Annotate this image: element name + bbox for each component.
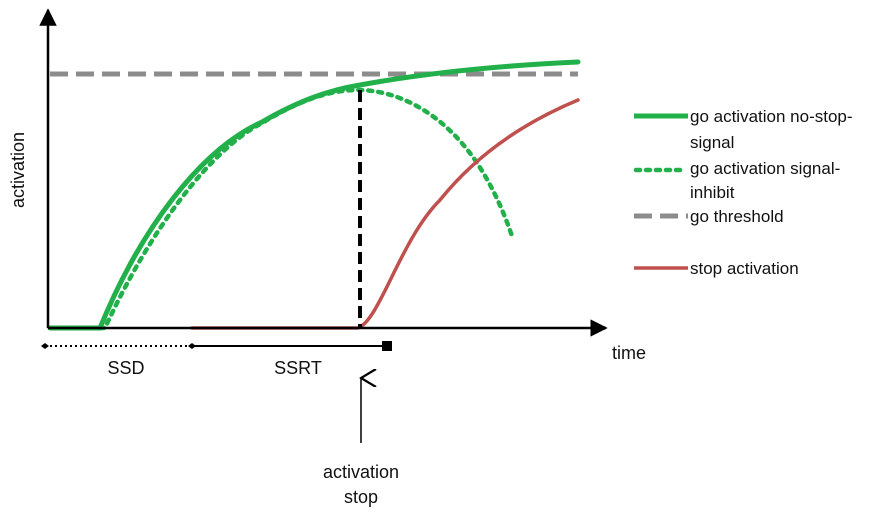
go-activation-no-stop-curve — [47, 59, 581, 331]
ssrt-end-marker — [382, 341, 392, 351]
legend-go-nostop-line2: signal — [690, 133, 734, 152]
x-axis-label: time — [612, 343, 646, 363]
go-activation-signal-inhibit-curve — [47, 87, 515, 331]
annotation-line-2: stop — [344, 487, 378, 507]
legend-go-inhibit-line1: go activation signal- — [690, 159, 840, 178]
ssd-label: SSD — [107, 358, 144, 378]
ssd-end-marker — [188, 343, 196, 349]
legend-go-inhibit-line2: inhibit — [690, 183, 735, 202]
legend-threshold-label: go threshold — [690, 207, 784, 226]
ssd-start-marker — [41, 343, 49, 349]
legend-go-nostop-line1: go activation no-stop- — [690, 107, 853, 126]
legend: go activation no-stop- signal go activat… — [633, 107, 853, 278]
annotation-line-1: activation — [323, 462, 399, 482]
legend-stop-label: stop activation — [690, 259, 799, 278]
stop-activation-curve — [190, 98, 580, 330]
ssrt-label: SSRT — [274, 358, 322, 378]
y-axis-label: activation — [8, 132, 28, 208]
